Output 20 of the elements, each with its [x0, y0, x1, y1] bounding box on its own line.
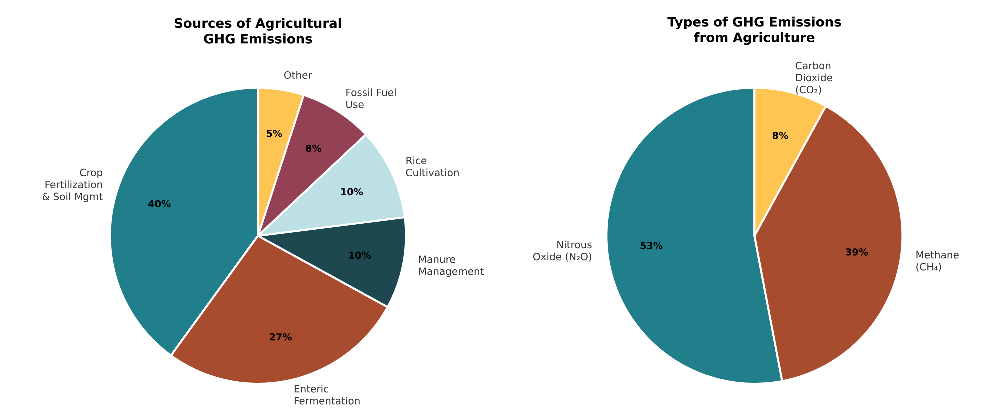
data-label: 53%: [640, 242, 663, 250]
data-label: 39%: [846, 248, 868, 256]
slice-label: Rice Cultivation: [406, 156, 459, 177]
data-label: 10%: [350, 252, 372, 260]
slice-label: Crop Fertilization & Soil Mgmt: [42, 168, 103, 202]
slice-label: Manure Management: [419, 256, 484, 278]
data-label: 8%: [306, 144, 322, 152]
data-label: 27%: [270, 333, 292, 341]
slice-label: Other: [284, 71, 312, 80]
chart-title: Types of GHG Emissions from Agriculture: [668, 16, 842, 46]
slice-label: Carbon Dioxide (CO₂): [796, 62, 832, 95]
data-label: 40%: [148, 200, 171, 208]
data-label: 10%: [342, 188, 364, 196]
data-label: 8%: [772, 132, 788, 140]
chart-title: Sources of Agricultural GHG Emissions: [175, 18, 342, 44]
slice-label: Fossil Fuel Use: [346, 88, 396, 108]
slice-label: Enteric Fermentation: [294, 385, 360, 405]
data-label: 5%: [266, 130, 282, 138]
slice-label: Methane (CH₄): [916, 251, 959, 272]
slice-label: Nitrous Oxide (N₂O): [534, 240, 592, 262]
